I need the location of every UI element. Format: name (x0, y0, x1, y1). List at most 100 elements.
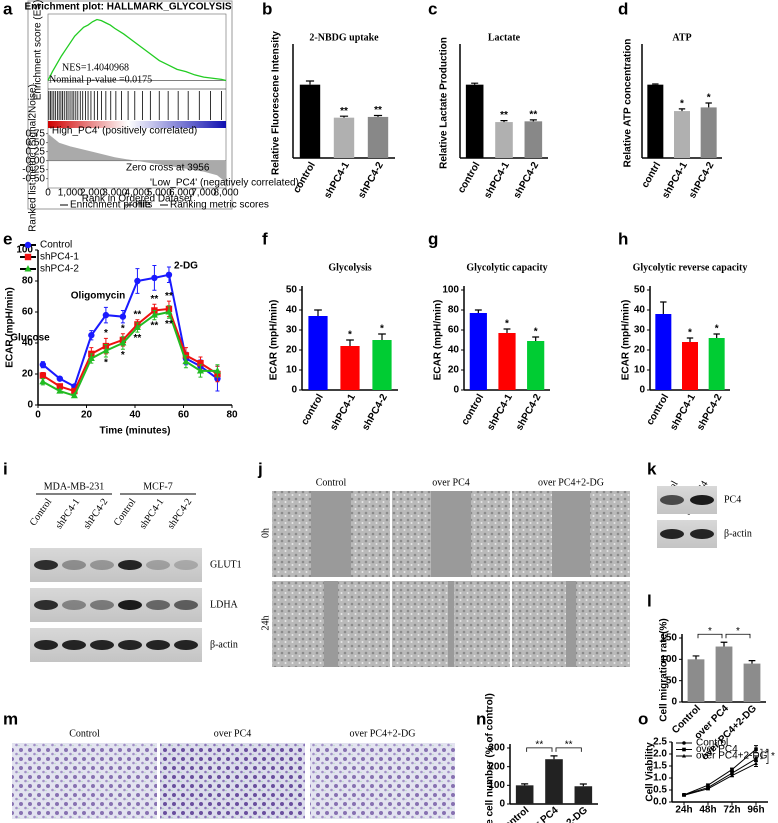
error-bar (346, 339, 354, 346)
marker (706, 783, 710, 787)
blot-band (146, 600, 170, 610)
marker (165, 271, 173, 278)
significance: * (121, 323, 125, 334)
marker (754, 747, 758, 751)
significance: ** (500, 110, 508, 121)
bar (498, 333, 516, 390)
x-tick-label: shPC4-2 (695, 392, 725, 433)
y-tick-label: 20 (448, 365, 460, 376)
y-tick-label: 0 (27, 400, 33, 411)
marker (119, 313, 127, 320)
panel-letter: n (476, 709, 486, 728)
marker (24, 253, 32, 261)
blot-band (34, 600, 58, 610)
marker (133, 323, 141, 331)
x-tick-label: 1,000 (58, 188, 83, 199)
error-bar (339, 115, 349, 118)
y-tick-label: 50 (634, 285, 646, 296)
x-tick-label: shPC4-2 (687, 160, 717, 201)
x-tick-label: 96h (747, 805, 764, 816)
significance: * (104, 358, 108, 369)
annotation: 'High_PC4' (positively correlated) (50, 126, 197, 137)
series-line (683, 748, 757, 796)
chart-title: 2-NBDG uptake (309, 32, 379, 43)
x-tick-label: control (456, 160, 483, 195)
marker (134, 277, 141, 285)
blot-band (90, 560, 114, 570)
x-tick-label: shPC4-1 (485, 392, 515, 433)
series-line (47, 18, 227, 82)
area (48, 133, 226, 183)
bar (495, 122, 513, 158)
error-bar (305, 80, 315, 85)
panel-letter: b (262, 0, 272, 18)
chart-title: Glycolysis (328, 262, 371, 273)
legend-label: Enrichment profile (70, 200, 151, 211)
marker (150, 311, 158, 318)
significance: * (688, 328, 692, 339)
annotation: NES=1.4040968 (62, 62, 129, 73)
bar (340, 346, 360, 390)
legend-label: Control (696, 738, 728, 749)
row-label: β-actin (210, 639, 238, 650)
y2-tick-label: 0.25 (26, 146, 46, 157)
y-tick-label: 1.0 (653, 773, 667, 784)
blot-band (660, 495, 684, 505)
annotation: Glucose (10, 333, 50, 344)
error-bar (550, 755, 558, 760)
x-tick-label: contrl (640, 160, 664, 190)
wound-gap (324, 581, 338, 667)
error-bar (678, 108, 686, 112)
error-bar (532, 336, 540, 341)
y-axis-label: Enrichment score (ES) (33, 0, 44, 100)
blot-band (34, 640, 58, 650)
panel-letter: m (3, 709, 18, 728)
y-tick-label: 0.0 (653, 797, 667, 808)
x-tick-label: 24h (675, 805, 692, 816)
annotation: 2-DG (174, 261, 198, 272)
x-tick-label: shPC4-1 (482, 160, 512, 201)
y-tick-label: 0 (291, 385, 297, 396)
wound-gap (448, 581, 454, 667)
bar (655, 314, 672, 390)
error-bar (748, 660, 756, 664)
y-tick-label: 20 (634, 345, 646, 356)
panel-letter: e (3, 229, 12, 248)
significance: ** (535, 739, 543, 750)
error-bar (378, 333, 386, 340)
legend-label: Hits (135, 200, 152, 211)
x-tick-label: 40 (129, 410, 141, 421)
marker (682, 793, 686, 797)
x-tick-label: shPC4-1 (328, 392, 358, 433)
panel-letter: j (257, 459, 263, 478)
marker (151, 274, 158, 282)
lane-label: shPC4-2 (82, 497, 111, 532)
blot-band (146, 640, 170, 650)
bar (524, 121, 543, 158)
x-tick-label: 60 (178, 410, 190, 421)
marker (706, 786, 710, 791)
bar (308, 316, 328, 390)
comparison-bracket (725, 633, 751, 639)
legend-label: shPC4-2 (40, 264, 79, 275)
y-tick-label: 30 (634, 325, 646, 336)
column-label: over PC4 (432, 477, 470, 488)
blot-band (118, 560, 142, 570)
row-label: GLUT1 (210, 559, 242, 570)
marker (88, 332, 95, 339)
annotation: Oligomycin (71, 291, 125, 302)
marker (39, 372, 47, 379)
x-tick-label: shPC4-1 (660, 160, 690, 201)
y-tick-label: 50 (286, 285, 298, 296)
y2-tick-label: 0.00 (26, 155, 46, 166)
x-tick-label: control (645, 392, 672, 427)
x-axis-label: Rank in Ordered Dataset (82, 194, 193, 205)
blot-band (62, 640, 86, 650)
legend-label: over PC4 (696, 744, 738, 755)
panel-letter: o (638, 709, 648, 728)
blot (30, 588, 202, 622)
significance: ** (165, 319, 173, 330)
significance: ** (374, 105, 382, 116)
bar (708, 338, 725, 390)
error-bar (471, 82, 479, 85)
